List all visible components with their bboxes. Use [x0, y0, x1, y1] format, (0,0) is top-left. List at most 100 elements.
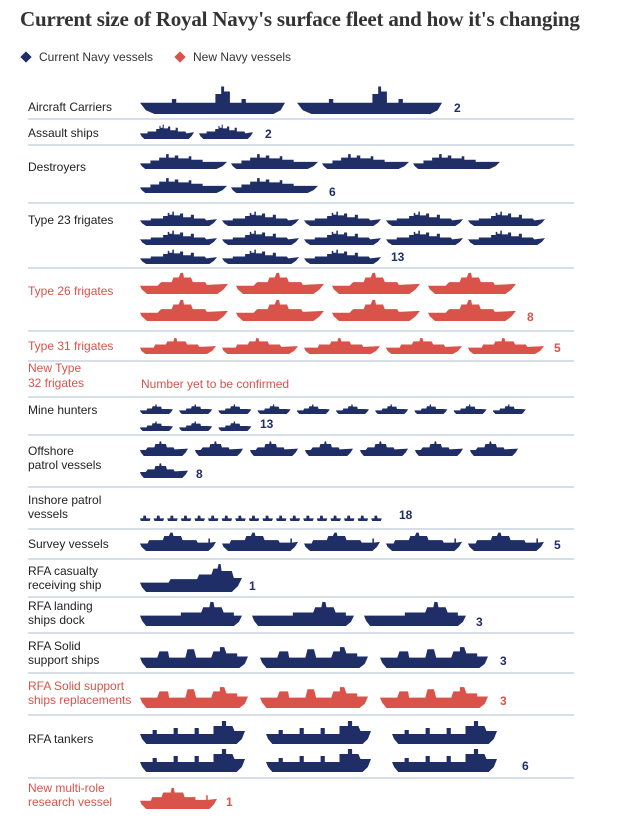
ship-icon-inshore-patrol-vessels-6 [208, 515, 219, 521]
ship-icon-mine-hunters-8 [414, 404, 448, 414]
ship-icon-inshore-patrol-vessels-7 [221, 515, 233, 521]
row-label-rfa-solid-support-ships-replacements: RFA Solid support ships replacements [28, 679, 131, 707]
row-label-type-23-frigates: Type 23 frigates [28, 213, 113, 227]
ship-icon-inshore-patrol-vessels-18 [371, 515, 382, 521]
ship-icon-type-31-frigates-3 [304, 338, 380, 355]
row-label-aircraft-carriers: Aircraft Carriers [28, 100, 112, 114]
legend-label-new: New Navy vessels [193, 50, 292, 64]
row-count-rfa-casualty-receiving-ship: 1 [249, 579, 256, 593]
ship-icon-type-26-frigates-8 [428, 299, 516, 322]
ship-icon-offshore-patrol-vessels-7 [470, 441, 518, 457]
row-new-multi-role-research-vessel: New multi-role research vessel 1 [28, 781, 233, 810]
ship-icon-inshore-patrol-vessels-13 [303, 515, 314, 521]
row-label-new-type-32-frigates: New Type 32 frigates [28, 361, 84, 390]
ship-icon-type-26-frigates-3 [332, 272, 420, 295]
ship-icon-offshore-patrol-vessels-2 [195, 441, 243, 457]
row-count-rfa-solid-support-ships-replacements: 3 [500, 694, 507, 708]
ship-icon-inshore-patrol-vessels-1 [140, 515, 151, 521]
legend-item-current: Current Navy vessels [20, 49, 154, 65]
ship-icon-rfa-landing-ships-dock-3 [364, 602, 466, 627]
ship-icon-type-26-frigates-1 [140, 272, 228, 295]
row-label-offshore-patrol-vessels: Offshore patrol vessels [28, 444, 101, 472]
row-type-26-frigates: Type 26 frigates 8 [28, 272, 574, 332]
ship-icon-inshore-patrol-vessels-14 [316, 515, 328, 521]
ship-icon-offshore-patrol-vessels-5 [360, 441, 408, 457]
ship-icon-type-26-frigates-7 [332, 299, 420, 322]
ship-icon-mine-hunters-5 [296, 404, 330, 414]
row-label-rfa-tankers: RFA tankers [28, 732, 93, 746]
ship-icon-type-31-frigates-1 [140, 338, 216, 355]
ship-icon-survey-vessels-2 [222, 532, 298, 551]
row-count-rfa-tankers: 6 [522, 759, 529, 773]
ship-icon-rfa-tankers-6 [392, 749, 497, 772]
row-rfa-landing-ships-dock: RFA landing ships dock 3 [28, 599, 574, 634]
ship-icon-type-23-frigates-5 [468, 211, 545, 226]
ship-icon-inshore-patrol-vessels-10 [262, 515, 273, 521]
row-count-mine-hunters: 13 [260, 417, 274, 431]
legend-label-current: Current Navy vessels [39, 50, 154, 64]
ship-icon-inshore-patrol-vessels-16 [344, 515, 355, 521]
ship-icon-type-23-frigates-1 [140, 211, 217, 226]
ship-icon-rfa-solid-support-ships-replacements-3 [380, 687, 488, 709]
ship-icon-inshore-patrol-vessels-8 [235, 515, 246, 521]
ship-icon-inshore-patrol-vessels-17 [357, 515, 369, 521]
row-label-inshore-patrol-vessels: Inshore patrol vessels [28, 493, 101, 521]
ship-icon-destroyers-2 [231, 154, 318, 169]
ship-icon-type-23-frigates-4 [386, 211, 463, 226]
ship-icon-aircraft-carriers-1 [140, 86, 285, 114]
ship-icon-new-multi-role-research-vessel-1 [140, 787, 217, 810]
row-label-type-31-frigates: Type 31 frigates [28, 339, 113, 353]
row-count-aircraft-carriers: 2 [454, 101, 461, 115]
ship-icon-mine-hunters-13 [218, 421, 252, 431]
ship-icon-rfa-tankers-2 [266, 721, 371, 744]
ship-icon-destroyers-3 [322, 154, 409, 169]
ship-icon-type-23-frigates-10 [468, 230, 545, 245]
ship-icon-mine-hunters-11 [140, 421, 173, 431]
ship-icon-offshore-patrol-vessels-1 [140, 441, 188, 457]
ship-icon-type-26-frigates-2 [236, 272, 324, 295]
row-rfa-solid-support-ships: RFA Solid support ships 3 [28, 639, 574, 674]
ship-icon-rfa-landing-ships-dock-2 [252, 602, 354, 627]
row-count-survey-vessels: 5 [554, 538, 561, 552]
ship-icon-rfa-solid-support-ships-replacements-2 [260, 687, 368, 709]
ship-icon-rfa-solid-support-ships-replacements-1 [140, 687, 248, 709]
ship-icon-survey-vessels-4 [386, 532, 462, 551]
ship-icon-inshore-patrol-vessels-9 [248, 515, 260, 521]
row-count-new-multi-role-research-vessel: 1 [226, 795, 233, 809]
row-label-new-multi-role-research-vessel: New multi-role research vessel [28, 781, 112, 809]
ship-icon-rfa-tankers-1 [140, 721, 245, 744]
ship-icon-mine-hunters-10 [492, 404, 526, 414]
row-label-assault-ships: Assault ships [28, 126, 99, 140]
row-rfa-tankers: RFA tankers 6 [28, 721, 574, 779]
ship-icon-inshore-patrol-vessels-12 [289, 515, 301, 521]
row-new-type-32-frigates: New Type 32 frigates Number yet to be conf… [28, 361, 574, 398]
ship-icon-destroyers-5 [140, 178, 227, 193]
ship-icon-type-31-frigates-5 [468, 338, 544, 355]
row-note-new-type-32-frigates: Number yet to be confirmed [141, 377, 289, 391]
ship-icon-type-23-frigates-2 [222, 211, 299, 226]
row-destroyers: Destroyers 6 [28, 154, 574, 204]
row-offshore-patrol-vessels: Offshore patrol vessels 8 [28, 441, 574, 488]
row-type-31-frigates: Type 31 frigates 5 [28, 338, 574, 362]
ship-icon-type-26-frigates-5 [140, 299, 228, 322]
row-count-type-31-frigates: 5 [554, 341, 561, 355]
ship-icon-inshore-patrol-vessels-15 [330, 515, 341, 521]
row-count-type-23-frigates: 13 [391, 250, 405, 264]
row-count-assault-ships: 2 [265, 127, 272, 141]
ship-icon-mine-hunters-6 [336, 404, 369, 414]
ship-icon-survey-vessels-3 [304, 532, 380, 551]
ship-icon-type-23-frigates-7 [222, 230, 299, 245]
ship-icon-destroyers-1 [140, 154, 227, 169]
ship-icon-inshore-patrol-vessels-3 [167, 515, 178, 521]
row-assault-ships: Assault ships 2 [28, 124, 574, 146]
ship-icon-type-23-frigates-8 [304, 230, 381, 245]
row-count-destroyers: 6 [329, 185, 336, 199]
ship-icon-mine-hunters-2 [179, 404, 213, 414]
ship-icon-aircraft-carriers-2 [297, 86, 442, 114]
row-aircraft-carriers: Aircraft Carriers 2 [28, 86, 574, 120]
ship-icon-type-23-frigates-12 [222, 249, 299, 264]
ship-icon-type-23-frigates-3 [304, 211, 381, 226]
ship-icon-rfa-solid-support-ships-3 [380, 647, 488, 669]
ship-icon-offshore-patrol-vessels-8 [140, 463, 188, 479]
row-rfa-casualty-receiving-ship: RFA casualty receiving ship 1 [28, 564, 574, 598]
